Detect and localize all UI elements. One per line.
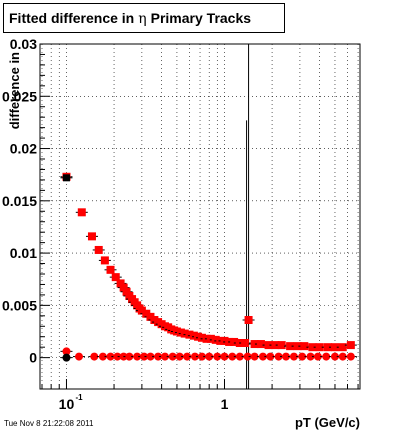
data-point-square: [241, 339, 250, 347]
data-point-circle: [160, 352, 169, 361]
data-point-circle: [190, 352, 199, 361]
data-point-square: [185, 330, 194, 339]
data-point-square: [100, 256, 109, 265]
title-eta-symbol: η: [138, 11, 147, 27]
data-point-circle: [250, 352, 259, 361]
data-point-circle: [322, 352, 331, 361]
data-point-circle: [98, 352, 107, 361]
y-tick-label: 0.03: [10, 36, 37, 52]
data-point-circle: [346, 352, 355, 361]
data-point-square: [264, 341, 273, 350]
data-point-circle: [235, 352, 244, 361]
data-point-square: [62, 174, 70, 182]
data-point-circle: [133, 352, 142, 361]
data-layer: [60, 44, 357, 389]
data-point-circle: [125, 352, 134, 361]
data-point-circle: [106, 352, 115, 361]
data-point-square: [180, 329, 189, 338]
data-point-square: [250, 340, 259, 349]
data-point-square: [106, 265, 115, 274]
x-tick-label: 1: [221, 396, 229, 412]
timestamp: Tue Nov 8 21:22:08 2011: [4, 419, 94, 428]
data-point-square: [119, 283, 128, 292]
data-point-circle: [175, 352, 184, 361]
data-point-square: [111, 273, 120, 282]
data-point-square: [220, 336, 229, 345]
y-tick-label: 0.025: [2, 88, 37, 104]
y-tick-label: 0: [29, 350, 37, 366]
chart-title: Fitted difference in η Primary Tracks: [3, 3, 285, 33]
data-point-square: [94, 245, 103, 254]
data-point-circle: [213, 352, 222, 361]
data-point-square: [244, 316, 253, 324]
y-tick-label: 0.02: [10, 141, 37, 157]
y-tick-label: 0.01: [10, 245, 37, 261]
data-point-square: [142, 309, 151, 318]
data-point-square: [116, 279, 125, 288]
data-point-circle: [243, 352, 252, 361]
data-point-circle: [146, 352, 155, 361]
data-point-square: [338, 343, 347, 352]
title-prefix: Fitted difference in: [9, 10, 135, 26]
data-point-circle: [282, 352, 291, 361]
data-point-square: [137, 306, 146, 315]
data-point-square: [300, 342, 309, 351]
data-point-square: [330, 343, 339, 352]
data-point-circle: [113, 352, 122, 361]
data-point-circle: [266, 352, 275, 361]
data-point-circle: [74, 352, 83, 361]
data-point-circle: [274, 352, 283, 361]
data-point-circle: [62, 347, 71, 356]
data-point-square: [293, 342, 302, 351]
tick-layer: 0 0.005 0.01 0.015 0.02 0.025 0.03 10 -1 1: [2, 36, 359, 412]
data-point-square: [211, 335, 220, 344]
data-point-square: [256, 340, 265, 349]
data-point-circle: [183, 352, 192, 361]
data-point-circle: [62, 353, 71, 362]
data-point-circle: [289, 352, 298, 361]
x-tick-exponent: -1: [75, 393, 83, 402]
data-point-square: [206, 334, 215, 343]
data-point-circle: [313, 352, 322, 361]
data-point-square: [323, 343, 332, 352]
data-point-circle: [306, 352, 315, 361]
y-tick-label: 0.005: [2, 297, 37, 313]
data-point-square: [286, 342, 295, 351]
data-point-circle: [228, 352, 237, 361]
data-point-square: [315, 343, 324, 352]
data-point-circle: [338, 352, 347, 361]
data-point-circle: [330, 352, 339, 361]
data-point-circle: [154, 352, 163, 361]
data-point-circle: [298, 352, 307, 361]
data-point-circle: [90, 352, 99, 361]
data-point-square: [277, 341, 286, 350]
data-point-square: [87, 232, 96, 241]
data-point-circle: [220, 352, 229, 361]
data-point-square: [308, 343, 317, 352]
data-point-square: [230, 337, 239, 346]
data-point-circle: [140, 352, 149, 361]
data-point-circle: [258, 352, 267, 361]
data-point-circle: [168, 352, 177, 361]
data-point-circle: [205, 352, 214, 361]
data-point-square: [122, 287, 131, 296]
data-point-square: [189, 331, 198, 340]
y-tick-label: 0.015: [2, 193, 37, 209]
data-point-square: [271, 341, 280, 350]
x-tick-label: 10: [59, 396, 75, 412]
data-point-square: [77, 208, 86, 217]
x-axis-label: pT (GeV/c): [295, 415, 360, 430]
data-point-square: [197, 333, 206, 342]
title-suffix: Primary Tracks: [150, 10, 252, 26]
data-point-circle: [197, 352, 206, 361]
y-axis-label: difference in: [7, 52, 22, 129]
data-point-square: [346, 341, 355, 350]
